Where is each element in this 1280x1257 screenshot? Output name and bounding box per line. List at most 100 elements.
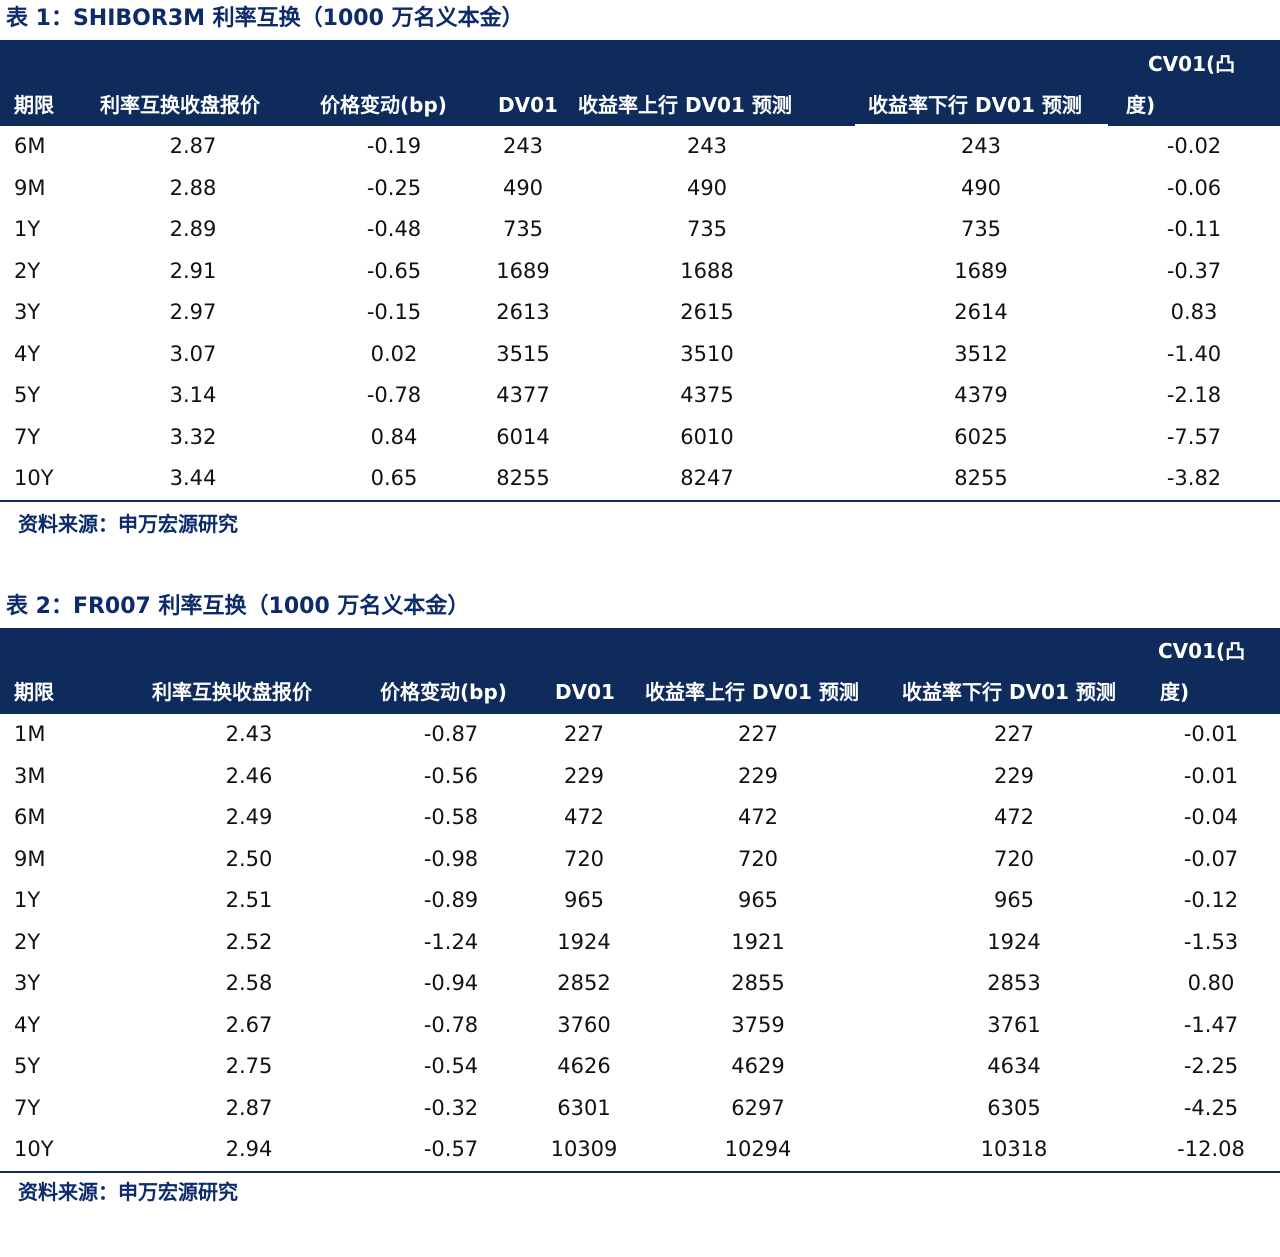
cell-cv01: -3.82 (1166, 466, 1222, 490)
header-cv01-line1: CV01(凸 (1158, 639, 1246, 663)
table-2-bottom-rule (0, 1170, 1280, 1173)
cell-cv01: -0.02 (1166, 134, 1222, 158)
table-row: 9M 2.88 -0.25 490 490 490 -0.06 (0, 168, 1280, 210)
cell-dv01-up: 490 (686, 175, 728, 200)
header-quote: 利率互换收盘报价 (100, 93, 260, 117)
cell-dv01: 229 (563, 763, 605, 788)
cell-quote: 2.52 (225, 929, 273, 954)
cell-dv01-down: 227 (993, 722, 1035, 746)
cell-cv01: 0.83 (1170, 300, 1218, 324)
cell-quote: 2.87 (225, 1095, 273, 1120)
table-row: 4Y 2.67 -0.78 3760 3759 3761 -1.47 (0, 1005, 1280, 1047)
cell-dv01: 3760 (557, 1012, 611, 1037)
cell-change: 0.02 (370, 341, 418, 366)
cell-change: -0.19 (366, 134, 422, 158)
cell-cv01: -0.06 (1166, 175, 1222, 200)
cell-dv01-up: 4629 (731, 1054, 785, 1078)
cell-dv01-up: 472 (737, 805, 779, 829)
cell-dv01-down: 1689 (954, 258, 1008, 283)
cell-dv01-up: 8247 (680, 466, 734, 490)
table-1-header: 期限 利率互换收盘报价 价格变动(bp) DV01 收益率上行 DV01 预测 … (0, 40, 1280, 126)
cell-dv01-up: 1921 (731, 929, 785, 954)
table-row: 10Y 3.44 0.65 8255 8247 8255 -3.82 (0, 458, 1280, 500)
cell-dv01: 735 (502, 217, 544, 241)
cell-term: 5Y (14, 383, 41, 407)
table-row: 5Y 2.75 -0.54 4626 4629 4634 -2.25 (0, 1046, 1280, 1088)
cell-dv01: 10309 (550, 1137, 618, 1161)
cell-dv01-up: 965 (737, 888, 779, 912)
cell-term: 2Y (14, 929, 41, 954)
header-dv01: DV01 (498, 93, 558, 117)
cell-quote: 2.87 (169, 134, 217, 158)
cell-dv01-down: 10318 (980, 1137, 1048, 1161)
cell-cv01: -0.11 (1166, 217, 1222, 241)
cell-term: 9M (14, 175, 46, 200)
cell-term: 3Y (14, 971, 41, 995)
header-change: 价格变动(bp) (380, 680, 507, 704)
cell-change: -0.58 (423, 805, 479, 829)
cell-dv01-down: 3761 (987, 1012, 1041, 1037)
cell-change: -0.48 (366, 217, 422, 241)
cell-term: 6M (14, 134, 46, 158)
cell-dv01: 243 (502, 134, 544, 158)
cell-quote: 2.58 (225, 971, 273, 995)
cell-quote: 2.46 (225, 763, 273, 788)
cell-dv01: 227 (563, 722, 605, 746)
table-2-header: 期限 利率互换收盘报价 价格变动(bp) DV01 收益率上行 DV01 预测 … (0, 628, 1280, 714)
cell-change: -0.89 (423, 888, 479, 912)
cell-quote: 2.91 (169, 258, 217, 283)
cell-dv01: 720 (563, 846, 605, 871)
cell-dv01-up: 1688 (680, 258, 734, 283)
table-1-title: 表 1：SHIBOR3M 利率互换（1000 万名义本金） (6, 6, 524, 31)
cell-dv01-up: 6297 (731, 1095, 785, 1120)
cell-change: 0.84 (370, 424, 418, 449)
cell-dv01: 1924 (557, 929, 611, 954)
table-1-source: 资料来源：申万宏源研究 (18, 512, 238, 536)
cell-quote: 2.88 (169, 175, 217, 200)
cell-term: 7Y (14, 1095, 41, 1120)
cell-dv01-down: 3512 (954, 341, 1008, 366)
header-dv01-down: 收益率下行 DV01 预测 (902, 680, 1116, 704)
cell-cv01: -7.57 (1166, 424, 1222, 449)
table-row: 10Y 2.94 -0.57 10309 10294 10318 -12.08 (0, 1129, 1280, 1171)
header-term: 期限 (14, 680, 54, 704)
cell-dv01: 4626 (557, 1054, 611, 1078)
header-dv01-up: 收益率上行 DV01 预测 (645, 680, 859, 704)
cell-dv01-up: 243 (686, 134, 728, 158)
cell-dv01: 8255 (496, 466, 550, 490)
cell-change: -0.78 (366, 383, 422, 407)
cell-cv01: -1.47 (1183, 1012, 1239, 1037)
header-underline (855, 124, 1108, 126)
cell-dv01-up: 6010 (680, 424, 734, 449)
cell-term: 10Y (14, 1137, 54, 1161)
table-row: 1Y 2.51 -0.89 965 965 965 -0.12 (0, 880, 1280, 922)
cell-cv01: -2.18 (1166, 383, 1222, 407)
cell-change: 0.65 (370, 466, 418, 490)
header-cv01-line1: CV01(凸 (1148, 52, 1236, 76)
cell-term: 6M (14, 805, 46, 829)
cell-dv01-down: 6025 (954, 424, 1008, 449)
table-row: 5Y 3.14 -0.78 4377 4375 4379 -2.18 (0, 375, 1280, 417)
cell-change: -0.57 (423, 1137, 479, 1161)
table-1: 期限 利率互换收盘报价 价格变动(bp) DV01 收益率上行 DV01 预测 … (0, 40, 1280, 502)
table-row: 7Y 3.32 0.84 6014 6010 6025 -7.57 (0, 417, 1280, 459)
cell-dv01-down: 8255 (954, 466, 1008, 490)
cell-term: 5Y (14, 1054, 41, 1078)
cell-quote: 3.14 (169, 383, 217, 407)
cell-dv01-up: 3759 (731, 1012, 785, 1037)
table-row: 4Y 3.07 0.02 3515 3510 3512 -1.40 (0, 334, 1280, 376)
cell-cv01: -1.53 (1183, 929, 1239, 954)
cell-quote: 3.44 (169, 466, 217, 490)
cell-dv01-down: 735 (960, 217, 1002, 241)
cell-quote: 3.07 (169, 341, 217, 366)
cell-dv01: 965 (563, 888, 605, 912)
cell-dv01-down: 2614 (954, 300, 1008, 324)
cell-cv01: -1.40 (1166, 341, 1222, 366)
cell-change: -0.98 (423, 846, 479, 871)
table-row: 3Y 2.58 -0.94 2852 2855 2853 0.80 (0, 963, 1280, 1005)
cell-change: -0.65 (366, 258, 422, 283)
cell-dv01-up: 720 (737, 846, 779, 871)
cell-term: 3M (14, 763, 46, 788)
table-2: 期限 利率互换收盘报价 价格变动(bp) DV01 收益率上行 DV01 预测 … (0, 628, 1280, 1173)
header-dv01-up: 收益率上行 DV01 预测 (578, 93, 792, 117)
